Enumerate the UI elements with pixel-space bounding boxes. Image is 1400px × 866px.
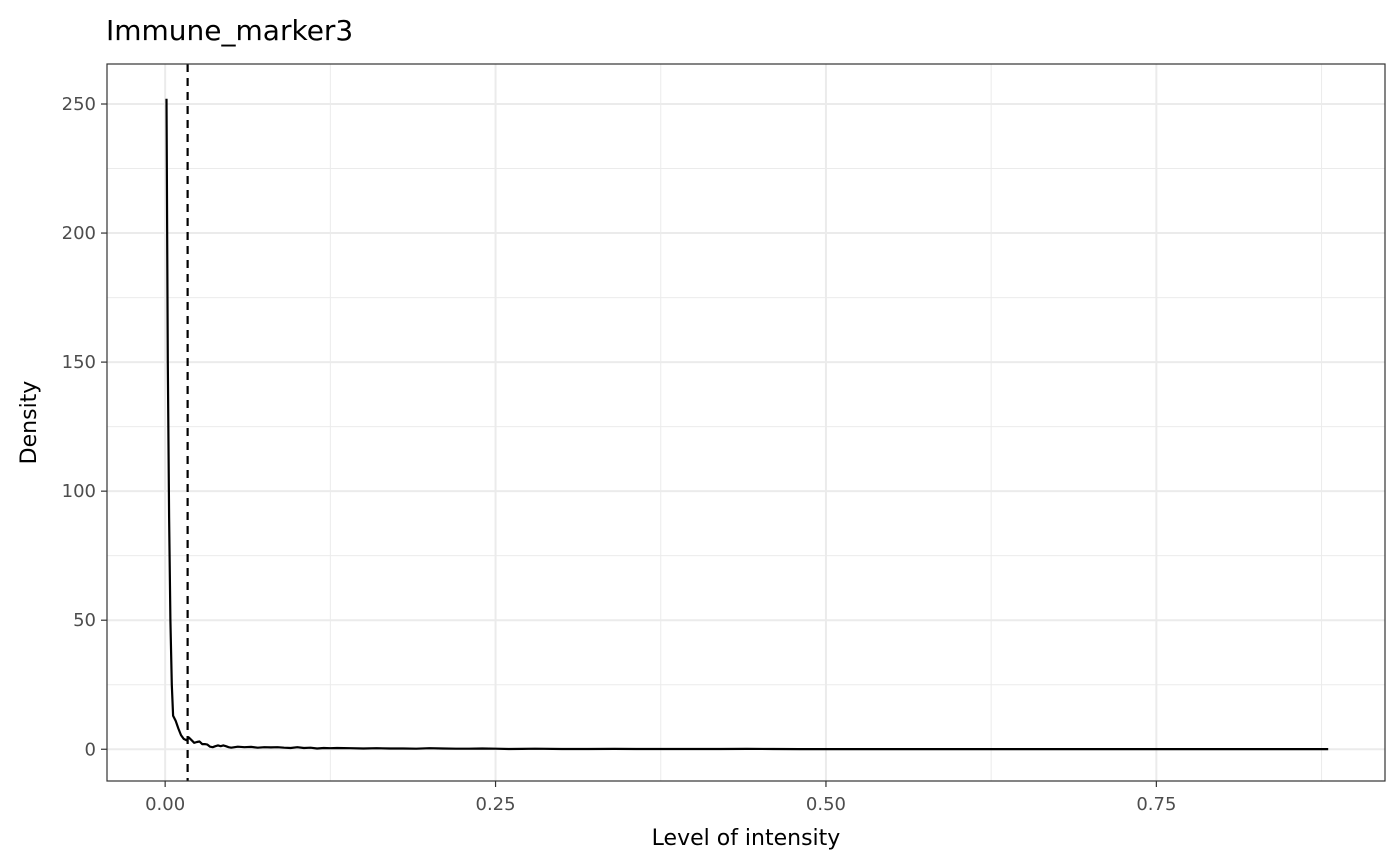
plot-panel-border [106, 63, 1386, 782]
chart-title: Immune_marker3 [106, 14, 353, 47]
x-tick-label: 0.00 [145, 794, 185, 815]
density-line [165, 98, 1329, 751]
x-tick-label: 0.25 [476, 794, 516, 815]
y-tick-label: 250 [62, 94, 96, 115]
y-tick-label: 100 [62, 481, 96, 502]
x-tick-label: 0.75 [1136, 794, 1176, 815]
x-axis-title: Level of intensity [652, 826, 841, 851]
y-axis-title: Density [17, 381, 42, 465]
y-tick-label: 50 [73, 610, 96, 631]
series-layer [165, 98, 1329, 751]
y-tick-label: 150 [62, 352, 96, 373]
y-axis-ticks: 0 50 100 150 200 250 [62, 94, 107, 760]
x-axis-ticks: 0.00 0.25 0.50 0.75 [145, 781, 1176, 815]
y-tick-label: 0 [85, 739, 96, 760]
minor-gridlines [107, 64, 1385, 781]
x-tick-label: 0.50 [806, 794, 846, 815]
y-tick-label: 200 [62, 223, 96, 244]
